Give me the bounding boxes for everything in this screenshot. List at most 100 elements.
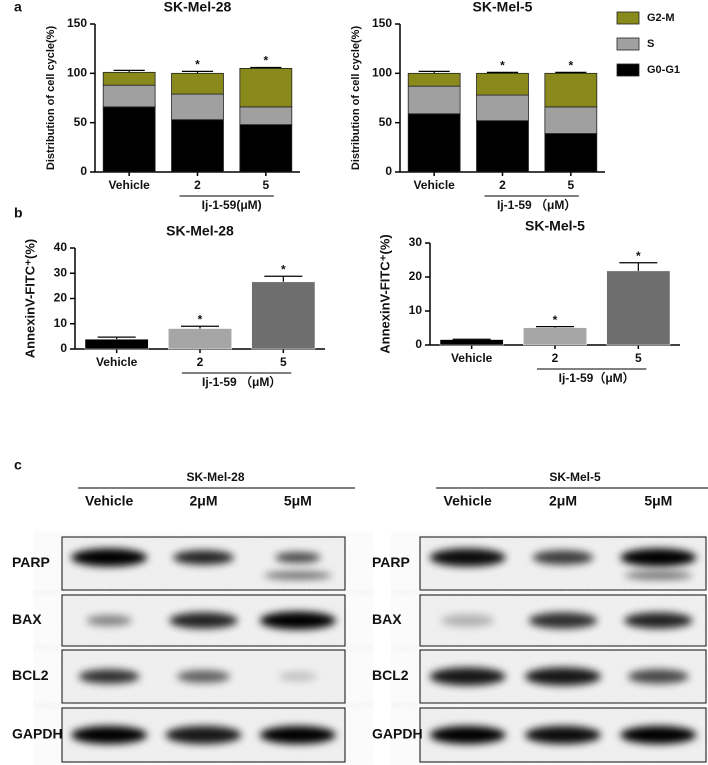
legend-swatch <box>616 63 640 77</box>
blot-band <box>169 612 238 629</box>
lane-label: Vehicle <box>85 493 133 509</box>
x-tick-label: 5 <box>280 355 287 369</box>
row-label: BAX <box>372 611 402 627</box>
error-bar <box>486 71 519 74</box>
y-tick-label: 30 <box>54 265 68 279</box>
bar <box>84 338 149 350</box>
y-tick-label: 10 <box>409 303 423 317</box>
row-label: GAPDH <box>12 726 63 742</box>
significance-mark: * <box>500 59 505 73</box>
blot-band <box>71 726 148 744</box>
blot-band <box>173 550 234 565</box>
significance-mark: * <box>553 313 558 327</box>
row-label: BCL2 <box>12 667 49 683</box>
bar <box>251 281 316 350</box>
x-tick-label: 5 <box>567 178 574 192</box>
lane-label: 2μM <box>189 493 217 509</box>
blot-band <box>78 669 140 684</box>
panel-label: a <box>14 0 22 15</box>
blot-band <box>525 726 601 744</box>
y-tick-label: 100 <box>372 66 392 80</box>
group-label: Ij-1-59 （μM） <box>202 374 281 389</box>
row-label: GAPDH <box>372 726 423 742</box>
blot-band <box>624 571 693 580</box>
error-bar <box>97 336 136 340</box>
error-bar <box>418 70 450 74</box>
blot-band <box>627 669 689 684</box>
bar-segment <box>544 106 598 134</box>
bar-segment <box>476 94 529 122</box>
bar-segment <box>544 133 598 173</box>
legend-swatch <box>616 37 640 51</box>
x-tick-label: Vehicle <box>451 351 493 365</box>
blot-band <box>278 672 317 681</box>
x-tick-label: Vehicle <box>96 355 138 369</box>
bar-segment <box>102 84 156 108</box>
error-bar <box>555 71 587 74</box>
bar <box>606 270 671 346</box>
blot-band <box>620 726 697 744</box>
y-tick-label: 10 <box>54 316 68 330</box>
legend-label: G0-G1 <box>647 64 680 76</box>
row-label: PARP <box>12 554 50 570</box>
lane-label: 5μM <box>644 493 672 509</box>
blot-band <box>441 614 495 627</box>
group-label: Ij-1-59（μM） <box>559 370 635 385</box>
x-tick-label: 5 <box>635 351 642 365</box>
y-tick-label: 50 <box>74 115 88 129</box>
significance-mark: * <box>281 262 286 276</box>
x-tick-label: 2 <box>499 178 506 192</box>
lane-label: Vehicle <box>444 493 492 509</box>
bar-segment <box>407 72 461 87</box>
x-tick-label: 5 <box>262 178 269 192</box>
bar-segment <box>544 72 598 108</box>
x-tick-label: 2 <box>552 351 559 365</box>
row-label: BCL2 <box>372 667 409 683</box>
blot-band <box>620 548 697 567</box>
bar-segment <box>239 124 293 173</box>
chart-title: SK-Mel-5 <box>473 0 533 15</box>
error-bar <box>250 66 282 69</box>
x-tick-label: Vehicle <box>413 178 455 192</box>
chart-title: SK-Mel-28 <box>166 223 234 239</box>
blot-band <box>429 548 506 567</box>
bar-segment <box>407 85 461 115</box>
blot-band <box>71 548 148 567</box>
bar-segment <box>476 72 529 96</box>
blot-band <box>525 667 601 686</box>
blot-band <box>532 550 594 565</box>
error-bar <box>264 275 303 282</box>
blot-band <box>86 615 132 626</box>
blot-title: SK-Mel-28 <box>186 470 244 484</box>
error-bar <box>113 69 145 73</box>
y-tick-label: 150 <box>67 16 87 30</box>
y-tick-label: 20 <box>54 291 68 305</box>
x-tick-label: 2 <box>194 178 201 192</box>
bar-segment <box>239 106 293 126</box>
bar <box>439 339 504 346</box>
y-axis-label: Distribution of cell cycle(%) <box>45 26 57 171</box>
legend-swatch <box>616 11 640 25</box>
y-tick-label: 30 <box>409 235 423 249</box>
panel-label: b <box>14 205 23 221</box>
error-bar <box>536 326 574 328</box>
y-tick-label: 0 <box>415 337 422 351</box>
group-label: Ij-1-59(μM) <box>202 198 262 212</box>
bar-segment <box>171 119 224 173</box>
error-bar <box>181 70 214 74</box>
blot-band <box>624 612 693 629</box>
panel-label: c <box>14 457 22 473</box>
bar-segment <box>102 106 156 173</box>
bar-segment <box>102 71 156 86</box>
y-axis-label: AnnexinV-FITC⁺(%) <box>377 234 392 354</box>
y-axis-label: Distribution of cell cycle(%) <box>350 26 362 171</box>
significance-mark: * <box>568 59 573 73</box>
chart-title: SK-Mel-28 <box>164 0 232 15</box>
chart-title: SK-Mel-5 <box>525 218 585 234</box>
y-axis-label: AnnexinV-FITC⁺(%) <box>22 239 37 359</box>
y-tick-label: 50 <box>379 115 393 129</box>
blot-band <box>176 670 231 683</box>
blot-band <box>263 571 332 580</box>
error-bar <box>181 325 219 329</box>
